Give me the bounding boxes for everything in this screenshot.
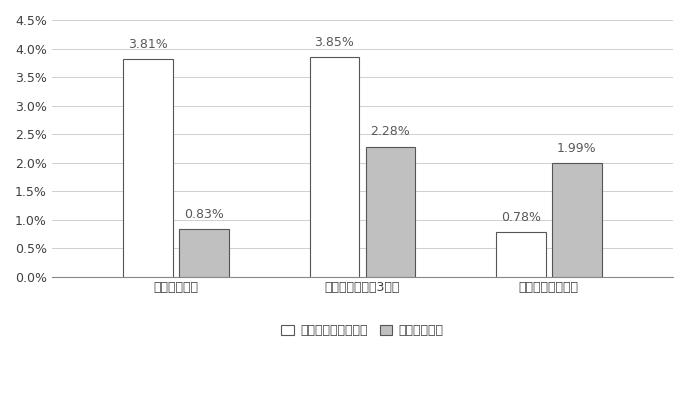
Bar <box>365 147 416 277</box>
Bar <box>310 57 359 277</box>
Text: 0.78%: 0.78% <box>501 211 541 224</box>
Text: 3.85%: 3.85% <box>314 36 354 49</box>
Bar <box>496 232 546 277</box>
Bar <box>123 60 173 277</box>
Legend: リピートセールス法, ヘドニック法: リピートセールス法, ヘドニック法 <box>276 319 449 342</box>
Bar <box>552 163 601 277</box>
Bar <box>179 229 229 277</box>
Text: 2.28%: 2.28% <box>371 125 410 138</box>
Text: 1.99%: 1.99% <box>557 141 596 155</box>
Text: 3.81%: 3.81% <box>128 38 168 51</box>
Text: 0.83%: 0.83% <box>184 208 224 221</box>
